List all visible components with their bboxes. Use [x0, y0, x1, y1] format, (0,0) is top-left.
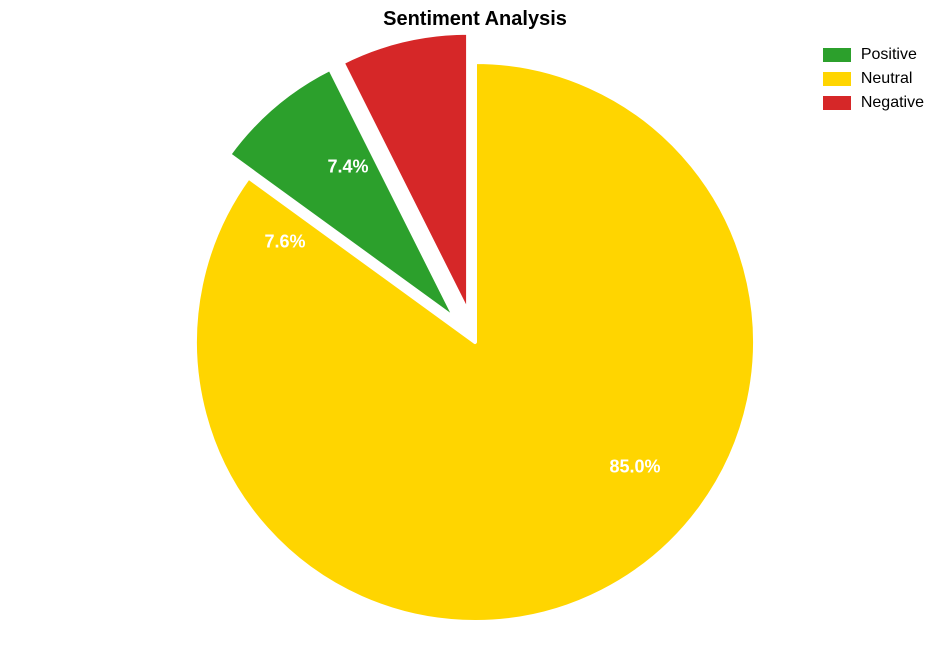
slice-label-negative: 7.4%	[327, 157, 368, 178]
legend-swatch-icon	[823, 48, 851, 62]
chart-title: Sentiment Analysis	[0, 8, 950, 31]
legend-item-negative: Negative	[823, 94, 924, 112]
slice-label-positive: 7.6%	[264, 232, 305, 253]
pie-chart: 85.0% 7.6% 7.4%	[195, 62, 755, 622]
legend-label: Negative	[861, 94, 924, 112]
legend: Positive Neutral Negative	[823, 46, 924, 112]
legend-item-neutral: Neutral	[823, 70, 924, 88]
legend-label: Neutral	[861, 70, 913, 88]
pie-svg	[195, 62, 755, 622]
legend-swatch-icon	[823, 72, 851, 86]
legend-swatch-icon	[823, 96, 851, 110]
slice-label-neutral: 85.0%	[609, 457, 660, 478]
legend-label: Positive	[861, 46, 917, 64]
legend-item-positive: Positive	[823, 46, 924, 64]
